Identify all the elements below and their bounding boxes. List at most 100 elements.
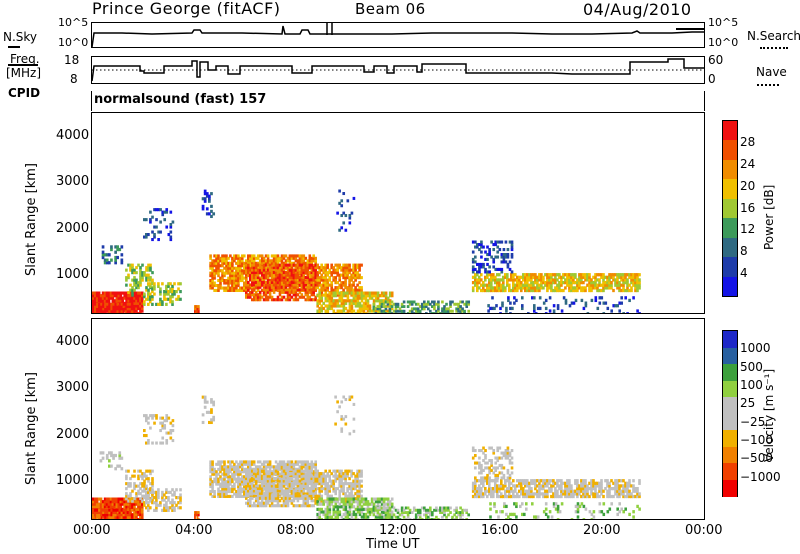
nave-tick-bottom: 0	[708, 72, 716, 86]
scatter-region	[489, 502, 641, 519]
y-tick-label: 1000	[56, 473, 90, 489]
x-tick-label: 12:00	[379, 523, 417, 538]
nsky-tick-bottom: 10^0	[58, 36, 89, 49]
scatter-region	[316, 291, 394, 313]
power-panel	[91, 112, 705, 314]
y-tick-label: 2000	[56, 426, 90, 442]
scatter-region	[92, 508, 134, 519]
scatter-region	[471, 479, 641, 499]
scatter-region	[194, 305, 200, 313]
scatter-region	[194, 511, 200, 519]
nsky-panel	[91, 22, 705, 48]
colorbar-segment	[723, 347, 737, 365]
nsky-label: N.Sky	[3, 30, 38, 44]
y-tick-label: 3000	[56, 380, 90, 396]
scatter-region	[101, 245, 124, 265]
velocity-ylabel: Slant Range [km]	[24, 372, 39, 485]
scatter-region	[487, 296, 641, 313]
nsky-tick-top: 10^5	[58, 16, 89, 29]
scatter-region	[372, 300, 471, 313]
colorbar-segment	[723, 140, 737, 161]
velocity-heatmap	[92, 395, 641, 519]
colorbar-tick-label: 100	[740, 378, 763, 392]
x-tick-label: 00:00	[73, 523, 111, 538]
power-colorbar	[722, 120, 738, 297]
scatter-region	[143, 282, 182, 306]
x-tick-label: 16:00	[481, 523, 519, 538]
power-colorbar-label: Power [dB]	[762, 184, 776, 250]
colorbar-segment	[723, 430, 737, 447]
nave-tick-top: 60	[708, 53, 724, 67]
nave-legend-line	[757, 84, 779, 86]
beam-label: Beam 06	[355, 0, 426, 18]
colorbar-tick-label: 16	[740, 200, 756, 215]
y-tick-label: 4000	[56, 334, 90, 350]
cpid-value: normalsound (fast) 157	[94, 92, 267, 107]
scatter-region	[245, 469, 317, 508]
freq-trace	[92, 58, 704, 82]
x-tick-label: 20:00	[583, 523, 621, 538]
x-tick-label: 08:00	[277, 523, 315, 538]
x-tick-label: 00:00	[685, 523, 723, 538]
colorbar-segment	[723, 218, 737, 239]
nsearch-label: N.Search	[747, 29, 800, 43]
colorbar-segment	[723, 198, 737, 219]
scatter-region	[99, 451, 124, 471]
velocity-colorbar	[722, 330, 738, 497]
colorbar-tick-label: 8	[740, 244, 748, 259]
scatter-region	[92, 302, 134, 313]
scatter-region	[245, 263, 317, 302]
power-ylabel: Slant Range [km]	[24, 163, 39, 276]
scatter-region	[143, 488, 182, 512]
velocity-panel	[91, 318, 705, 520]
nsky-underline	[8, 46, 20, 48]
cpid-label: CPID	[8, 86, 41, 100]
colorbar-tick-label: 25	[740, 396, 756, 411]
colorbar-segment	[723, 179, 737, 200]
nsearch-tick-top: 10^5	[708, 16, 739, 29]
colorbar-tick-label: 12	[740, 222, 756, 237]
colorbar-segment	[723, 364, 737, 381]
freq-tick-bottom: 8	[70, 72, 78, 86]
x-axis-label: Time UT	[366, 537, 420, 552]
scatter-region	[471, 240, 514, 274]
colorbar-segment	[723, 237, 737, 258]
colorbar-tick-label: 28	[740, 134, 756, 149]
colorbar-segment	[723, 276, 737, 297]
freq-underline	[8, 64, 38, 66]
nsky-trace	[92, 23, 704, 47]
scatter-region	[143, 414, 175, 445]
cpid-panel: normalsound (fast) 157	[91, 91, 705, 111]
y-tick-label: 2000	[56, 220, 90, 236]
colorbar-tick-label: −500	[740, 451, 773, 466]
scatter-region	[201, 395, 216, 425]
freq-tick-top: 18	[64, 53, 80, 67]
scatter-region	[471, 273, 641, 293]
colorbar-segment	[723, 463, 737, 480]
colorbar-tick-label: 1000	[740, 341, 771, 356]
y-tick-label: 1000	[56, 267, 90, 283]
colorbar-segment	[723, 331, 737, 348]
power-heatmap	[92, 189, 641, 313]
colorbar-tick-label: −25	[740, 414, 766, 429]
velocity-colorbar-label: Velocity [m s⁻¹]	[762, 368, 776, 462]
colorbar-segment	[723, 413, 737, 431]
scatter-region	[143, 208, 175, 242]
nsearch-tick-bottom: 10^0	[708, 36, 739, 49]
freq-label-line2: [MHz]	[6, 66, 42, 80]
scatter-region	[372, 506, 471, 519]
colorbar-tick-label: −1000	[740, 469, 781, 484]
nave-label: Nave	[756, 65, 787, 79]
freq-label-line1: Freq.	[10, 52, 40, 66]
scatter-region	[471, 446, 514, 480]
colorbar-segment	[723, 479, 737, 497]
y-tick-label: 3000	[56, 174, 90, 190]
colorbar-tick-label: 20	[740, 178, 756, 193]
x-tick-label: 04:00	[175, 523, 213, 538]
colorbar-tick-label: 500	[740, 359, 763, 374]
colorbar-segment	[723, 159, 737, 180]
scatter-region	[334, 395, 356, 436]
colorbar-tick-label: 24	[740, 156, 756, 171]
station-title: Prince George (fitACF)	[92, 0, 281, 18]
scatter-region	[336, 189, 356, 232]
